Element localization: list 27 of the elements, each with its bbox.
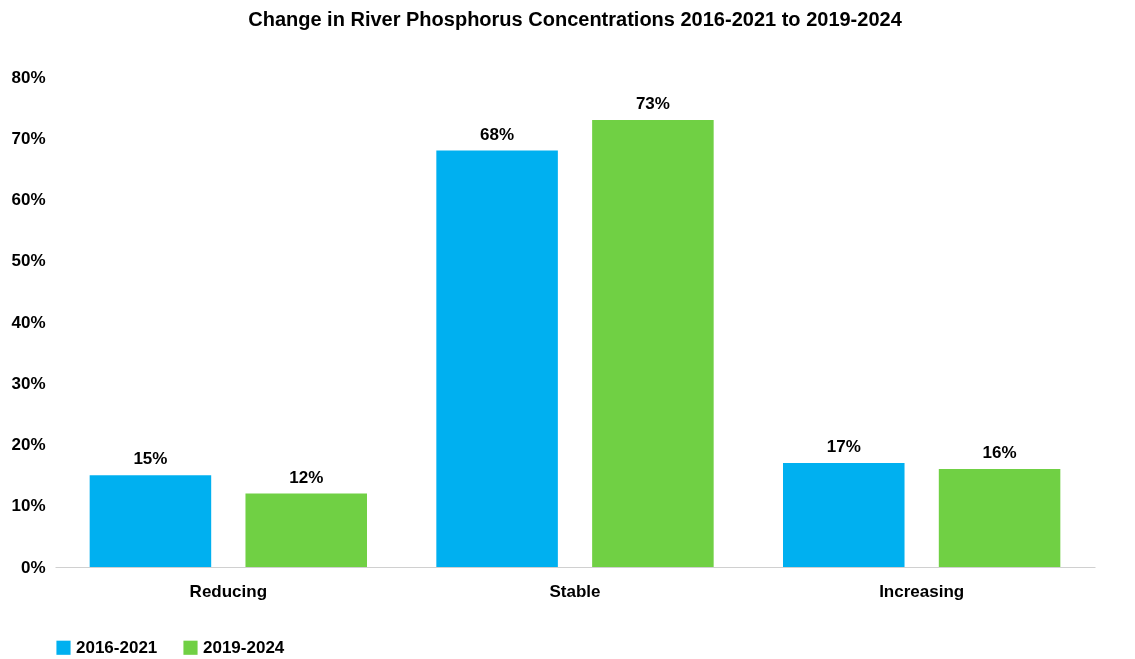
data-label: 16% <box>982 443 1017 462</box>
y-tick-label: 30% <box>11 373 46 393</box>
legend-label: 2016-2021 <box>76 637 158 657</box>
y-tick-label: 40% <box>11 312 46 332</box>
bar <box>783 462 905 567</box>
data-label: 12% <box>289 467 324 487</box>
data-label: 15% <box>133 449 168 469</box>
bar <box>245 493 367 567</box>
x-tick-label: Stable <box>549 581 601 601</box>
x-tick-label: Increasing <box>879 581 965 601</box>
bar <box>592 119 714 567</box>
data-label: 68% <box>480 124 515 144</box>
bar <box>436 150 558 567</box>
data-label: 17% <box>826 436 861 456</box>
y-tick-label: 80% <box>11 67 46 87</box>
data-label: 73% <box>635 93 670 113</box>
y-tick-label: 20% <box>11 435 46 454</box>
y-tick-label: 10% <box>11 496 46 516</box>
bar <box>938 469 1061 567</box>
y-tick-label: 60% <box>11 190 46 209</box>
bar <box>89 475 212 567</box>
y-tick-label: 70% <box>11 128 46 148</box>
y-tick-label: 0% <box>20 557 46 577</box>
legend-label: 2019-2024 <box>203 637 285 657</box>
x-tick-label: Reducing <box>189 581 268 601</box>
y-tick-label: 50% <box>11 251 46 271</box>
chart-title: Change in River Phosphorus Concentrations 2016-2021 to 2019-2024 <box>248 8 903 30</box>
